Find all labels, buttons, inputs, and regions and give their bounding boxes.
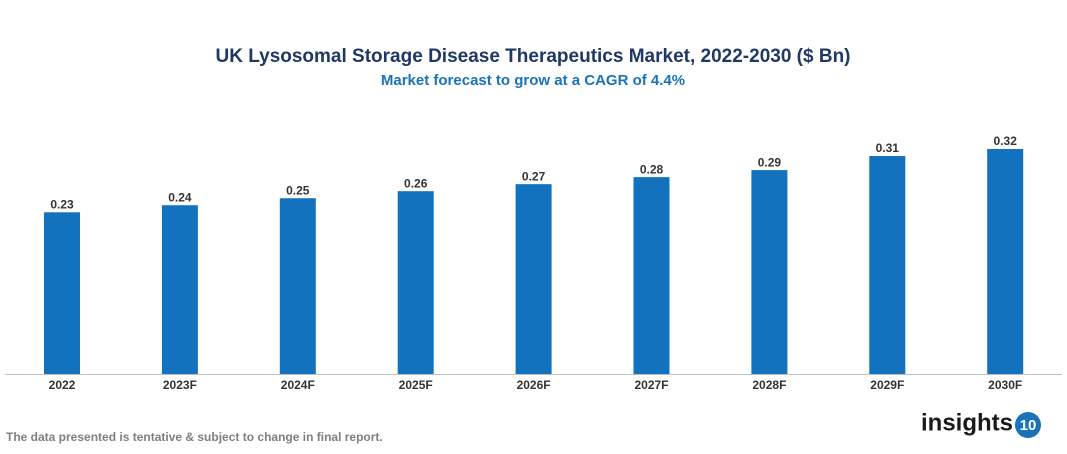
value-label: 0.27 — [522, 169, 546, 183]
chart-title: UK Lysosomal Storage Disease Therapeutic… — [216, 46, 851, 67]
value-label: 0.32 — [994, 134, 1018, 148]
value-label: 0.25 — [286, 183, 310, 197]
x-tick-label: 2025F — [399, 378, 433, 392]
value-label: 0.28 — [640, 162, 664, 176]
x-tick-label: 2028F — [752, 378, 786, 392]
x-tick-label: 2024F — [281, 378, 315, 392]
x-tick-label: 2022 — [49, 378, 76, 392]
x-tick-label: 2023F — [163, 378, 197, 392]
footnote: The data presented is tentative & subjec… — [6, 430, 383, 444]
bar — [633, 177, 670, 374]
x-tick-label: 2027F — [634, 378, 668, 392]
bar — [987, 149, 1024, 374]
value-label: 0.24 — [168, 190, 192, 204]
bar — [751, 170, 788, 374]
x-tick-label: 2026F — [517, 378, 551, 392]
x-tick-label: 2030F — [988, 378, 1022, 392]
value-label: 0.31 — [876, 141, 900, 155]
value-label: 0.23 — [50, 197, 74, 211]
chart-subtitle: Market forecast to grow at a CAGR of 4.4… — [381, 72, 685, 89]
bar — [279, 198, 316, 374]
logo-badge — [1015, 412, 1041, 438]
bar — [869, 156, 906, 374]
bar — [515, 184, 552, 374]
x-tick-label: 2029F — [870, 378, 904, 392]
logo-number: 10 — [1020, 417, 1037, 434]
bar — [161, 205, 198, 374]
bar — [44, 212, 80, 374]
logo-text: insights — [921, 409, 1013, 436]
bar — [397, 191, 434, 374]
value-label: 0.29 — [758, 155, 782, 169]
value-label: 0.26 — [404, 176, 428, 190]
